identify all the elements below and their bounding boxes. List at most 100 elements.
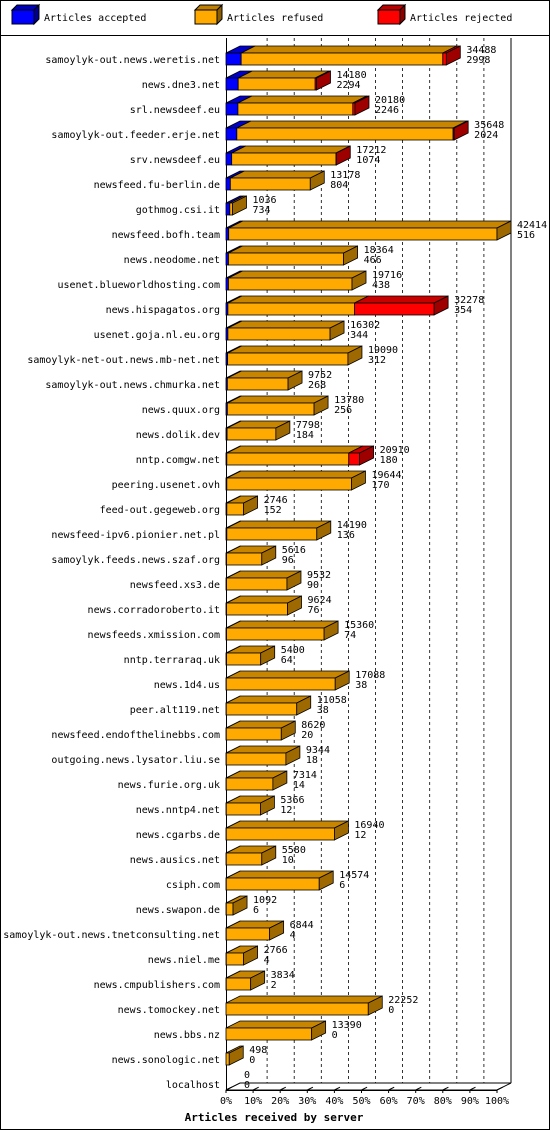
- value-label-total: 20910: [380, 445, 410, 456]
- value-label-total: 16940: [354, 820, 384, 831]
- value-label-accepted: 2024: [474, 130, 498, 141]
- category-label: newsfeed.xs3.de: [130, 580, 220, 591]
- bar-segment-side: [286, 570, 302, 591]
- value-label-total: 16302: [350, 320, 380, 331]
- value-label-accepted: 438: [372, 280, 390, 291]
- value-label-accepted: 90: [307, 580, 319, 591]
- value-label-accepted: 12: [280, 805, 292, 816]
- value-label-total: 5400: [281, 645, 305, 656]
- value-label-total: 3834: [271, 970, 295, 981]
- value-label-accepted: 268: [308, 380, 326, 391]
- bar-segment-top: [228, 245, 358, 254]
- x-tick-mark: [225, 1086, 232, 1091]
- category-label: news.neodome.net: [124, 255, 220, 266]
- value-label-accepted: 2: [271, 980, 277, 991]
- x-tick-mark: [361, 1086, 368, 1091]
- legend: Articles accepted Articles refused Article…: [0, 3, 550, 36]
- category-label: news.cmpublishers.com: [94, 980, 220, 991]
- bar-segment-side: [453, 120, 469, 141]
- bar-segment-articles-refused: [231, 152, 337, 166]
- value-label-total: 1036: [253, 195, 277, 206]
- category-label: peering.usenet.ovh: [112, 480, 220, 491]
- bar-segment-articles-accepted: [225, 102, 239, 116]
- bar-segment-side: [329, 320, 345, 341]
- bar-segment-side: [260, 795, 275, 816]
- category-label: csiph.com: [166, 880, 220, 891]
- bar-segment-side: [316, 70, 331, 91]
- bar-segment-articles-refused: [225, 802, 261, 816]
- category-label: news.nntp4.net: [136, 805, 220, 816]
- value-label-accepted: 354: [454, 305, 472, 316]
- category-label: news.dolik.dev: [136, 430, 220, 441]
- bar-segment-side: [287, 370, 303, 391]
- category-label: samoylyk-out.news.weretis.net: [45, 55, 220, 66]
- value-label-total: 42414: [517, 220, 547, 231]
- x-tick-label: 20%: [271, 1096, 289, 1107]
- bar-segment-articles-refused: [225, 977, 252, 991]
- category-label: usenet.goja.nl.eu.org: [94, 330, 220, 341]
- bar-segment-articles-refused: [229, 202, 233, 216]
- x-tick-label: 70%: [407, 1096, 425, 1107]
- value-label-accepted: 734: [253, 205, 271, 216]
- x-tick-mark: [388, 1086, 395, 1091]
- x-axis: 0% 10% 20% 30% 40% 50% 60% 70% 80% 90% 100%: [220, 1086, 509, 1107]
- value-label-accepted: 74: [344, 630, 356, 641]
- category-label: news.sonologic.net: [112, 1055, 220, 1066]
- x-tick-label: 40%: [325, 1096, 343, 1107]
- value-label-total: 19090: [368, 345, 398, 356]
- bar-segment-articles-refused: [237, 102, 354, 116]
- category-label: newsfeed.endofthelinebbs.com: [51, 730, 220, 741]
- value-label-accepted: 38: [355, 680, 367, 691]
- value-label-total: 498: [249, 1045, 267, 1056]
- bar-segment-side: [272, 770, 288, 791]
- bar-segment-side: [343, 245, 359, 266]
- value-label-total: 5580: [282, 845, 306, 856]
- bar-segment-articles-refused: [226, 377, 289, 391]
- value-label-total: 7798: [296, 420, 320, 431]
- bar-segment-articles-refused: [226, 502, 245, 516]
- bar-segment-top: [226, 470, 366, 479]
- category-label: samoylyk-out.news.chmurka.net: [45, 380, 220, 391]
- value-label-total: 2746: [264, 495, 288, 506]
- value-label-accepted: 38: [317, 705, 329, 716]
- category-label: newsfeed.bofh.team: [112, 230, 220, 241]
- bar-segment-articles-refused: [227, 327, 331, 341]
- value-label-accepted: 2998: [466, 55, 490, 66]
- bar-segment-side: [496, 220, 512, 241]
- bar-segment-side: [261, 845, 277, 866]
- bar-segment-articles-refused: [226, 427, 277, 441]
- bar-segment-top: [237, 95, 368, 104]
- category-label: nntp.comgw.net: [136, 455, 220, 466]
- bar-segment-side: [333, 820, 349, 841]
- value-label-total: 5616: [282, 545, 306, 556]
- value-label-total: 14190: [337, 520, 367, 531]
- value-label-total: 5366: [280, 795, 304, 806]
- category-label: samoylyk-out.feeder.erje.net: [51, 130, 220, 141]
- bar-segment-side: [232, 895, 248, 916]
- bar-segment-side: [323, 620, 339, 641]
- value-label-accepted: 0: [332, 1030, 338, 1041]
- value-label-total: 6844: [290, 920, 314, 931]
- value-label-total: 19644: [371, 470, 401, 481]
- legend-label: Articles refused: [227, 13, 323, 24]
- value-label-total: 14574: [339, 870, 369, 881]
- category-label: news.corradoroberto.it: [88, 605, 220, 616]
